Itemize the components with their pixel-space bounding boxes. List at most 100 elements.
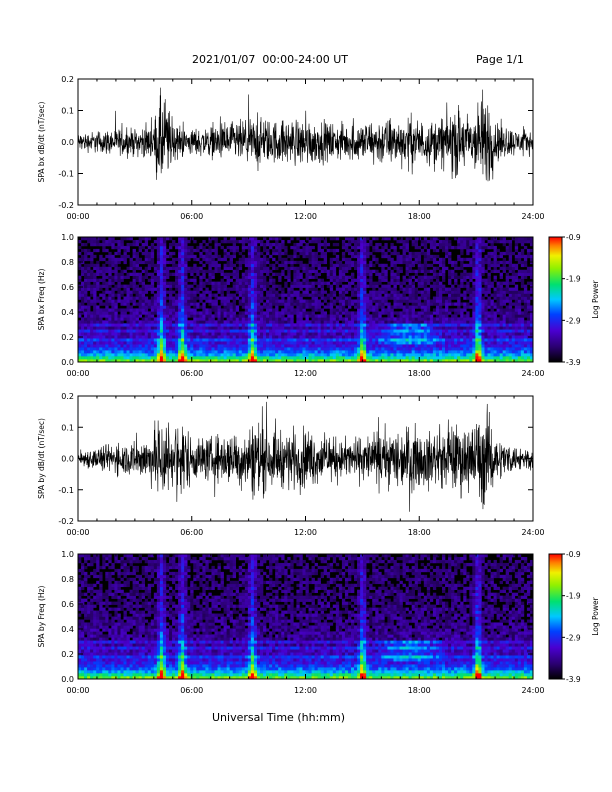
bx-spectrogram-cell <box>278 332 282 336</box>
bx-spectrogram-cell <box>108 317 112 321</box>
bx-spectrogram-cell <box>114 344 118 348</box>
bx-spectrogram-cell <box>141 296 146 300</box>
bx-spectrogram-cell <box>354 254 358 259</box>
bx-spectrogram-cell <box>178 329 182 333</box>
bx-spectrogram-cell <box>475 254 479 259</box>
bx-spectrogram-cell <box>281 338 285 342</box>
bx-spectrogram-cell <box>448 344 452 348</box>
bx-spectrogram-cell <box>132 290 136 294</box>
bx-spectrogram-cell <box>478 237 482 241</box>
bx-spectrogram-cell <box>287 266 291 271</box>
bx-spectrogram-cell <box>457 308 461 312</box>
bx-spectrogram-cell <box>287 332 291 336</box>
bx-spectrogram-cell <box>499 239 503 244</box>
bx-spectrogram-cell <box>366 305 370 309</box>
bx-spectrogram-cell <box>463 317 467 321</box>
bx-spectrogram-cell <box>305 299 309 303</box>
bx-spectrogram-cell <box>332 338 337 342</box>
bx-spectrogram-cell <box>263 284 267 288</box>
bx-spectrogram-cell <box>393 260 397 265</box>
bx-spectrogram-cell <box>153 245 158 250</box>
bx-spectrogram-cell <box>393 296 397 300</box>
bx-spectrogram-cell <box>423 278 428 282</box>
bx-spectrogram-cell <box>138 245 142 250</box>
bx-spectrogram-cell <box>123 269 127 274</box>
bx-spectrogram-cell <box>241 284 246 288</box>
bx-spectrogram-cell <box>317 239 321 244</box>
bx-spectrogram-cell <box>369 323 373 327</box>
bx-spectrogram-cell <box>423 266 428 271</box>
bx-spectrogram-cell <box>357 332 361 336</box>
bx-spectrogram-cell <box>105 335 109 339</box>
bx-spectrogram-cell <box>360 353 364 357</box>
bx-spectrogram-cell <box>129 257 133 262</box>
bx-spectrogram-cell <box>314 281 318 285</box>
bx-spectrogram-cell <box>238 344 243 348</box>
bx-spectrogram-cell <box>156 314 161 318</box>
bx-spectrogram-cell <box>408 287 412 291</box>
bx-spectrogram-cell <box>329 287 334 291</box>
bx-spectrogram-cell <box>135 344 139 348</box>
bx-spectrogram-cell <box>463 290 467 294</box>
bx-spectrogram-cell <box>363 341 367 345</box>
bx-spectrogram-cell <box>481 266 485 271</box>
bx-spectrogram-cell <box>105 353 109 357</box>
bx-spectrogram-cell <box>263 344 267 348</box>
bx-spectrogram-cell <box>199 293 203 297</box>
bx-spectrogram-cell <box>196 341 200 345</box>
bx-spectrogram-cell <box>102 239 106 244</box>
bx-spectrogram-cell <box>217 257 221 262</box>
bx-spectrogram-cell <box>193 323 197 327</box>
bx-spectrogram-cell <box>193 302 197 306</box>
bx-spectrogram-cell <box>126 323 130 327</box>
bx-spectrogram-cell <box>499 287 503 291</box>
bx-spectrogram-cell <box>175 308 179 312</box>
bx-spectrogram-cell <box>153 356 158 360</box>
bx-spectrogram-cell <box>463 269 467 274</box>
bx-dbdt-ytick-label: 0.0 <box>61 138 74 147</box>
bx-spectrogram-cell <box>323 266 328 271</box>
bx-spectrogram-cell <box>490 242 494 247</box>
bx-spectrogram-cell <box>256 296 261 300</box>
bx-spectrogram-cell <box>293 329 297 333</box>
bx-spectrogram-cell <box>399 237 403 241</box>
bx-spectrogram-cell <box>420 248 425 253</box>
bx-spectrogram-cell <box>114 302 118 306</box>
bx-spectrogram-cell <box>281 308 285 312</box>
bx-spectrogram-cell <box>272 350 276 354</box>
bx-spectrogram-cell <box>220 239 224 244</box>
bx-spectrogram-cell <box>496 305 500 309</box>
bx-spectrogram-cell <box>305 284 309 288</box>
bx-spectrogram-cell <box>147 359 152 363</box>
bx-spectrogram-cell <box>399 239 403 244</box>
bx-spectrogram-cell <box>460 329 464 333</box>
bx-spectrogram-cell <box>408 335 412 339</box>
bx-spectrogram-cell <box>102 296 106 300</box>
bx-spectrogram-cell <box>247 317 252 321</box>
bx-spectrogram-cell <box>250 278 255 282</box>
bx-spectrogram-cell <box>250 326 255 330</box>
bx-spectrogram-cell <box>287 353 291 357</box>
bx-spectrogram-cell <box>232 296 237 300</box>
bx-spectrogram-cell <box>347 251 352 256</box>
bx-spectrogram-cell <box>457 344 461 348</box>
bx-spectrogram-cell <box>305 287 309 291</box>
bx-spectrogram-cell <box>420 344 425 348</box>
bx-spectrogram-cell <box>123 335 127 339</box>
bx-spectrogram-cell <box>420 263 425 268</box>
bx-spectrogram-cell <box>275 344 279 348</box>
bx-spectrogram-cell <box>402 326 406 330</box>
bx-spectrogram-cell <box>178 338 182 342</box>
bx-spectrogram-cell <box>105 266 109 271</box>
bx-spectrogram-cell <box>326 293 331 297</box>
bx-spectrogram-cell <box>484 245 488 250</box>
bx-spectrogram-cell <box>223 359 227 363</box>
bx-spectrogram-cell <box>223 257 227 262</box>
bx-spectrogram-cell <box>108 242 112 247</box>
bx-spectrogram-cell <box>217 356 221 360</box>
bx-spectrogram-cell <box>332 347 337 351</box>
bx-spectrogram-cell <box>278 347 282 351</box>
bx-spectrogram-cell <box>247 353 252 357</box>
bx-spectrogram-cell <box>87 281 91 285</box>
bx-spectrogram-cell <box>384 311 388 315</box>
